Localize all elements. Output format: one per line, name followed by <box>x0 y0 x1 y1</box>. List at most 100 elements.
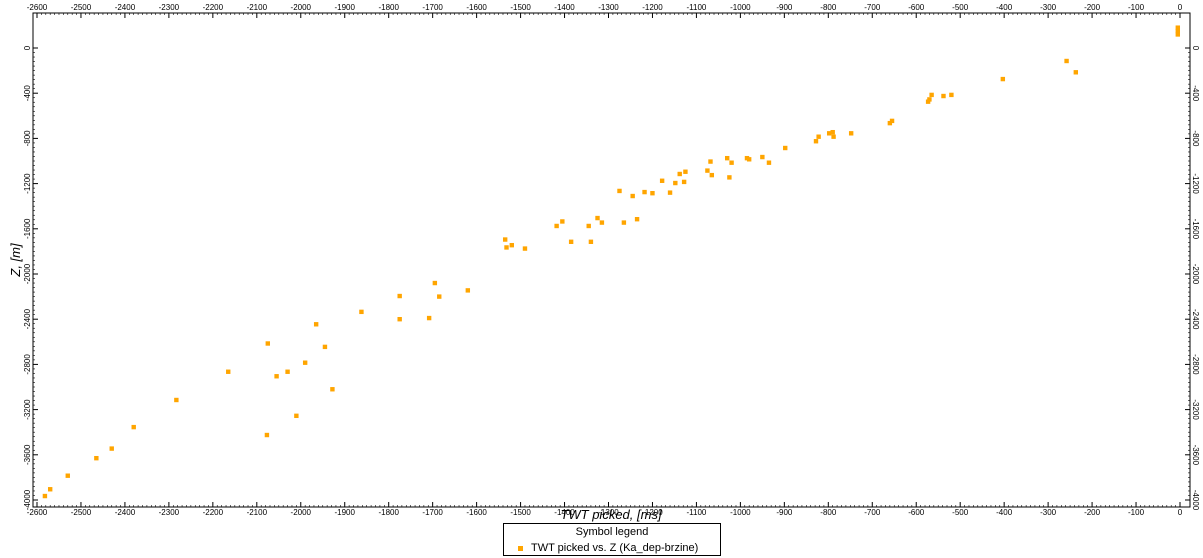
data-point <box>925 99 931 104</box>
data-point <box>949 92 954 98</box>
data-point <box>630 193 635 199</box>
data-point <box>1175 25 1181 30</box>
data-point <box>65 473 70 478</box>
data-point <box>848 131 854 136</box>
x-tick-label-top: -2000 <box>291 3 312 12</box>
x-tick-label-top: -2600 <box>27 3 48 12</box>
x-tick-label-bottom: -2500 <box>71 508 92 517</box>
x-tick-label-top: -1800 <box>378 3 399 12</box>
data-point <box>174 397 179 403</box>
x-tick-label-top: -2500 <box>71 3 92 12</box>
y-tick-label-right: -2800 <box>1191 354 1200 375</box>
data-point <box>927 97 932 102</box>
data-point <box>760 154 765 160</box>
x-tick-label-bottom: -1500 <box>510 508 531 517</box>
y-tick-label-left: -3200 <box>23 399 32 420</box>
data-point <box>599 220 605 225</box>
data-point <box>595 215 600 221</box>
x-tick-label-top: -1000 <box>730 3 751 12</box>
x-tick-label-bottom: -700 <box>864 508 881 517</box>
data-points <box>42 25 1181 499</box>
x-tick-label-bottom: -1400 <box>554 508 575 517</box>
data-point <box>889 118 895 124</box>
data-point <box>1175 28 1181 34</box>
x-tick-label-top: -2100 <box>247 3 268 12</box>
y-tick-label-right: -1200 <box>1191 173 1200 194</box>
data-point <box>47 487 53 492</box>
data-point <box>831 134 836 139</box>
y-tick-label-left: -4000 <box>23 489 32 510</box>
y-axis-title: Z, [m] <box>8 243 23 278</box>
data-point <box>274 374 279 379</box>
x-tick-label-bottom: -900 <box>776 508 793 517</box>
x-tick-label-bottom: -300 <box>1040 508 1057 517</box>
data-point <box>322 344 328 350</box>
x-tick-label-top: -300 <box>1040 3 1057 12</box>
data-point <box>659 178 665 183</box>
data-point <box>313 322 319 327</box>
x-tick-label-top: -800 <box>820 3 837 12</box>
x-tick-label-top: -600 <box>908 3 925 12</box>
data-point <box>746 157 752 162</box>
data-point <box>465 288 471 293</box>
data-point <box>941 93 946 99</box>
x-tick-label-top: -2400 <box>115 3 136 12</box>
x-tick-label-bottom: -2100 <box>247 508 268 517</box>
y-tick-label-right: -3200 <box>1191 399 1200 420</box>
data-point <box>727 175 732 180</box>
data-point <box>432 280 438 286</box>
x-tick-label-bottom: -500 <box>952 508 969 517</box>
data-point <box>673 180 678 186</box>
x-tick-label-bottom: 0 <box>1178 508 1183 517</box>
x-tick-label-bottom: -1200 <box>642 508 663 517</box>
x-tick-label-top: 0 <box>1178 3 1183 12</box>
data-point <box>887 120 893 126</box>
x-tick-label-bottom: -1100 <box>686 508 706 517</box>
data-point <box>522 246 528 251</box>
plot-svg: -2600 -2600 -2500 -2500 -2400 -2400 -2300 -2300… <box>8 3 1200 522</box>
legend-title: Symbol legend <box>575 526 649 538</box>
y-tick-label-left: -1600 <box>23 218 32 239</box>
data-point <box>766 160 772 165</box>
x-tick-label-top: -100 <box>1128 3 1145 12</box>
data-point <box>560 219 565 224</box>
y-tick-label-right: -1600 <box>1191 219 1200 240</box>
x-tick-label-top: -1400 <box>554 3 575 12</box>
y-tick-label-left: -400 <box>23 85 32 102</box>
x-tick-label-top: -900 <box>776 3 793 12</box>
data-point <box>42 493 48 499</box>
data-point <box>1064 58 1069 64</box>
y-tick-label-right: -400 <box>1191 85 1200 102</box>
data-point <box>634 216 640 222</box>
legend-marker-icon <box>518 545 523 551</box>
x-tick-label-bottom: -2300 <box>159 508 180 517</box>
x-tick-label-top: -1100 <box>686 3 706 12</box>
data-point <box>94 455 99 461</box>
x-tick-label-top: -700 <box>864 3 881 12</box>
x-tick-label-bottom: -2000 <box>291 508 312 517</box>
data-point <box>816 134 821 139</box>
x-tick-label-top: -500 <box>952 3 969 12</box>
data-point <box>502 237 508 242</box>
data-point <box>437 294 442 299</box>
data-point <box>683 169 688 174</box>
data-point <box>650 191 655 196</box>
data-point <box>724 155 730 161</box>
y-tick-label-right: -3600 <box>1191 445 1200 466</box>
data-point <box>554 223 559 229</box>
x-tick-label-bottom: -2200 <box>203 508 224 517</box>
x-tick-label-bottom: -1800 <box>378 508 399 517</box>
data-point <box>285 369 290 374</box>
data-point <box>681 179 687 185</box>
data-point <box>705 168 710 173</box>
data-point <box>586 223 591 229</box>
data-point <box>1175 32 1181 37</box>
x-tick-label-top: -2200 <box>203 3 224 12</box>
y-tick-label-left: -1200 <box>23 173 32 194</box>
data-point <box>588 239 594 244</box>
y-tick-label-left: -800 <box>23 130 32 147</box>
data-point <box>131 424 136 430</box>
x-tick-label-bottom: -1700 <box>422 508 443 517</box>
x-tick-label-bottom: -400 <box>996 508 1013 517</box>
data-point <box>109 446 114 451</box>
